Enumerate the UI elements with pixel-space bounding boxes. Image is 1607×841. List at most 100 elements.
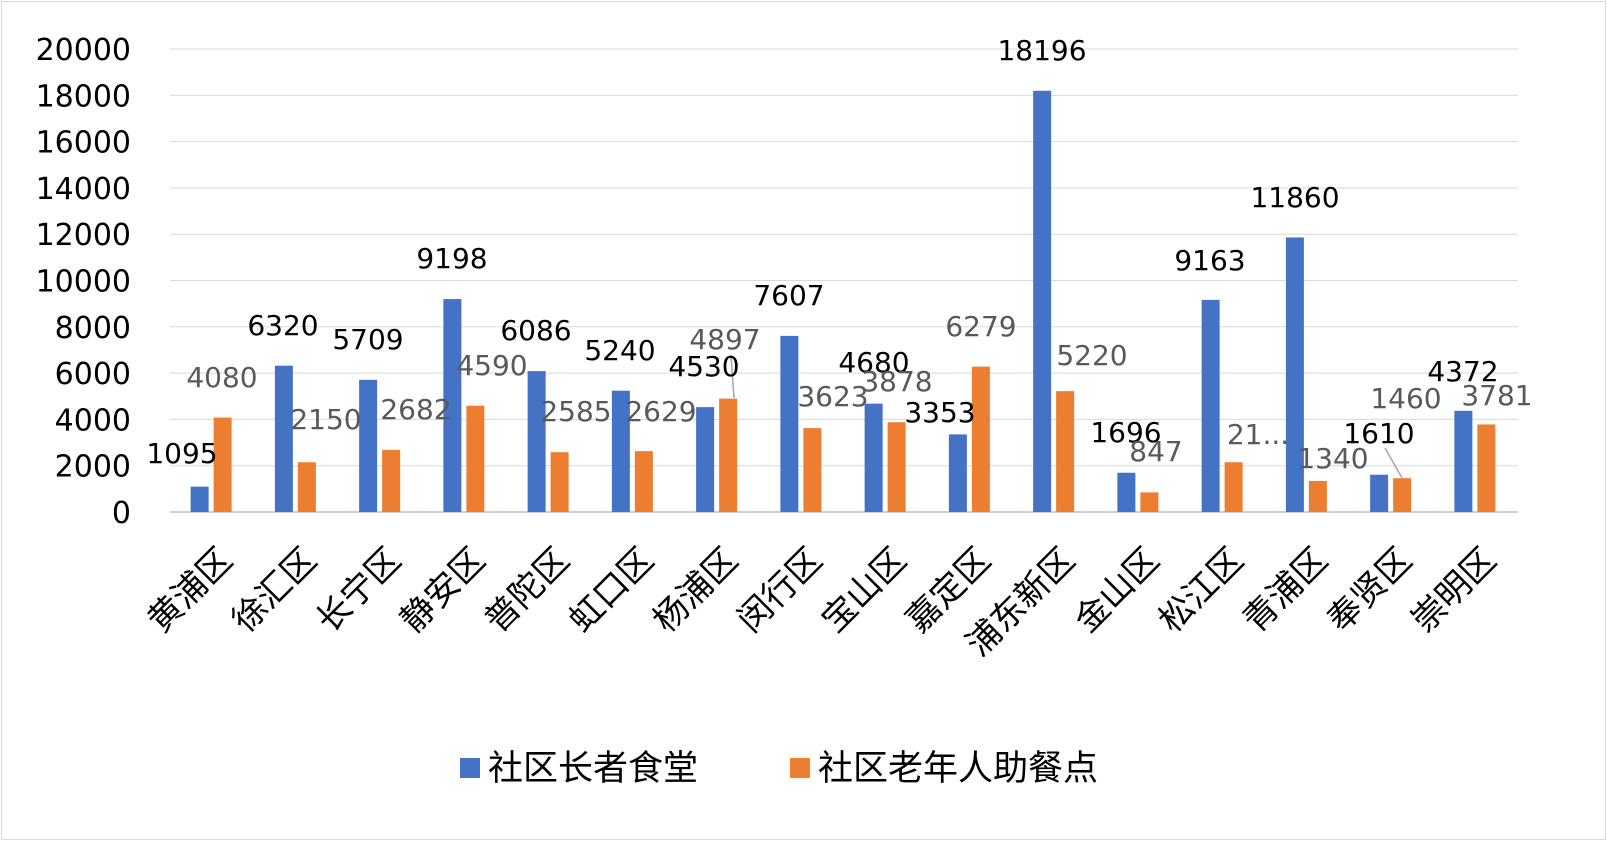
bar-series-2: [1224, 462, 1243, 512]
bar-series-2: [1393, 478, 1412, 512]
bar-series-1: [1285, 237, 1304, 513]
x-tick-label: 闵行区: [730, 540, 830, 640]
bar-series-2: [803, 428, 822, 512]
data-label-series-1: 11860: [1250, 181, 1339, 214]
leader-lines: [730, 354, 1403, 479]
data-label-series-2: 847: [1129, 435, 1182, 468]
data-label-series-2: 1340: [1297, 442, 1368, 475]
bar-series-2: [1477, 424, 1496, 512]
x-tick-label: 杨浦区: [646, 540, 746, 640]
x-tick-label: 普陀区: [477, 540, 577, 640]
x-tick-label: 虹口区: [561, 540, 661, 640]
y-tick-label: 10000: [36, 265, 131, 300]
bar-series-1: [1454, 410, 1473, 512]
y-tick-label: 4000: [55, 403, 131, 438]
y-tick-label: 20000: [36, 33, 131, 68]
y-tick-label: 12000: [36, 218, 131, 253]
legend-swatch-series-2: [790, 758, 810, 778]
x-tick-label: 长宁区: [309, 540, 409, 640]
leader-line: [730, 354, 735, 399]
data-label-series-1: 4680: [838, 346, 909, 379]
bar-series-1: [190, 486, 209, 512]
data-label-series-2: 1460: [1370, 382, 1441, 415]
bar-series-1: [948, 434, 967, 512]
data-label-series-1: 5709: [332, 323, 403, 356]
x-tick-label: 崇明区: [1404, 540, 1504, 640]
y-tick-label: 2000: [55, 450, 131, 485]
legend-label-series-1: 社区长者食堂: [488, 749, 698, 789]
x-tick-label: 徐汇区: [224, 540, 324, 640]
data-label-series-2: 3878: [861, 365, 932, 398]
data-label-series-1: 18196: [997, 34, 1086, 67]
x-tick-label: 黄浦区: [140, 540, 240, 640]
data-label-series-1: 1696: [1090, 416, 1161, 449]
y-tick-label: 16000: [36, 126, 131, 161]
data-label-series-2: 6279: [945, 310, 1016, 343]
y-axis-ticks: 0 2000 4000 6000 8000 10000 12000 14000 16000 180…: [36, 33, 131, 531]
bar-series-2: [971, 366, 990, 512]
data-label-series-2: 4080: [186, 361, 257, 394]
data-label-series-1: 4372: [1427, 355, 1498, 388]
bar-series-1: [1033, 90, 1052, 512]
data-label-series-2: 4590: [456, 349, 527, 382]
bar-series-1: [611, 390, 630, 512]
data-labels: 1095 6320 5709 9198 6086 5240 4530 7607 4680 3353…: [146, 34, 1532, 475]
data-label-series-2: 3781: [1461, 379, 1532, 412]
x-tick-label: 静安区: [393, 540, 493, 640]
bar-series-2: [1308, 480, 1327, 512]
data-label-series-1: 1095: [146, 437, 217, 470]
data-label-series-2: 2150: [290, 403, 361, 436]
data-label-series-2: 5220: [1056, 339, 1127, 372]
bar-series-2: [297, 462, 316, 512]
bar-series-2: [1140, 492, 1159, 512]
data-label-series-1: 5240: [584, 334, 655, 367]
leader-line: [1384, 447, 1403, 479]
y-tick-label: 8000: [55, 311, 131, 346]
bar-series-2: [550, 452, 569, 512]
x-tick-label: 宝山区: [814, 540, 914, 640]
bars: [190, 90, 1496, 513]
bar-series-1: [1370, 474, 1389, 512]
x-tick-label: 松江区: [1151, 540, 1251, 640]
data-label-series-1: 9163: [1174, 244, 1245, 277]
x-tick-label: 金山区: [1067, 540, 1167, 640]
data-label-series-1: 3353: [904, 396, 975, 429]
data-label-series-2: 21...: [1227, 418, 1289, 451]
x-tick-label: 奉贤区: [1320, 540, 1420, 640]
x-axis-ticks: 黄浦区徐汇区长宁区静安区普陀区虹口区杨浦区闵行区宝山区嘉定区浦东新区金山区松江区…: [140, 540, 1504, 664]
data-label-series-1: 9198: [416, 242, 487, 275]
legend-label-series-2: 社区老年人助餐点: [818, 749, 1098, 789]
y-tick-label: 18000: [36, 79, 131, 114]
bar-series-2: [719, 398, 738, 512]
bar-series-2: [466, 405, 485, 512]
bar-series-2: [634, 451, 653, 512]
y-tick-label: 0: [112, 496, 131, 531]
bar-series-1: [780, 335, 799, 512]
data-label-series-1: 1610: [1343, 417, 1414, 450]
bar-series-1: [359, 379, 378, 512]
bar-series-1: [864, 403, 883, 512]
bar-series-1: [527, 371, 546, 512]
bar-series-2: [1056, 391, 1075, 512]
bar-series-2: [382, 449, 401, 512]
bar-series-2: [213, 417, 232, 512]
legend-swatch-series-1: [460, 758, 480, 778]
bar-series-1: [696, 407, 715, 512]
data-label-series-1: 7607: [753, 279, 824, 312]
bar-series-2: [887, 422, 906, 512]
legend: 社区长者食堂 社区老年人助餐点: [460, 749, 1098, 789]
y-tick-label: 14000: [36, 172, 131, 207]
data-label-series-1: 4530: [668, 350, 739, 383]
data-label-series-2: 2682: [380, 393, 451, 426]
bar-series-1: [1117, 472, 1136, 512]
data-label-series-1: 6086: [500, 314, 571, 347]
bar-series-1: [274, 365, 293, 512]
data-label-series-1: 6320: [247, 309, 318, 342]
bar-series-1: [1201, 299, 1220, 512]
data-label-series-2: 3623: [797, 380, 868, 413]
bar-series-1: [443, 299, 462, 512]
data-label-series-2: 2585: [540, 395, 611, 428]
data-label-series-2: 2629: [625, 395, 696, 428]
